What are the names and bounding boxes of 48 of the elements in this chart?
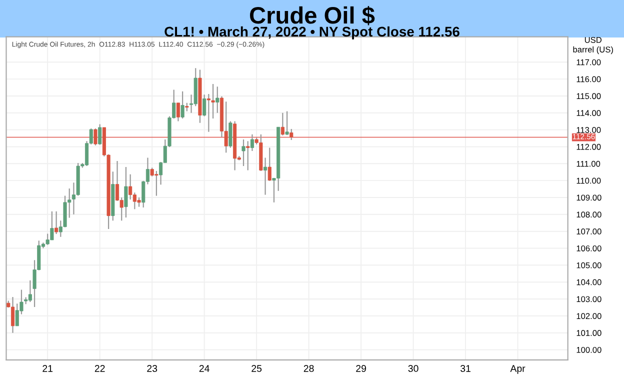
x-tick-label: 23: [147, 365, 158, 372]
candlestick: [128, 174, 132, 200]
chart-title: Crude Oil $: [250, 6, 375, 26]
y-tick-label: 111.00: [576, 160, 600, 167]
x-tick-label: 22: [94, 365, 105, 372]
y-tick-label: 104.00: [576, 279, 602, 286]
candlestick: [250, 134, 254, 152]
candlestick: [137, 196, 141, 208]
x-tick-label: 21: [42, 365, 53, 372]
x-tick-label: 24: [199, 365, 210, 372]
candlestick: [202, 94, 206, 117]
y-tick-label: 112.00: [576, 144, 601, 150]
candlestick: [246, 140, 250, 171]
candlestick: [242, 138, 246, 167]
candlestick: [216, 86, 220, 114]
x-tick-label: 30: [408, 365, 418, 372]
x-tick-label: 31: [460, 365, 470, 372]
x-tick-label: Apr: [510, 365, 526, 374]
x-tick-label: 29: [356, 365, 366, 372]
x-tick-label: 28: [304, 365, 314, 372]
y-tick-label: 113.00: [576, 127, 601, 133]
y-tick-label: 107.00: [576, 228, 602, 234]
candlestick: [211, 83, 215, 120]
chart-subtitle: CL1! • March 27, 2022 • NY Spot Close 112.56: [164, 26, 460, 40]
candlestick: [28, 280, 32, 303]
y-tick-label: 108.00: [576, 212, 602, 218]
candlestick: [285, 110, 289, 136]
y-axis-title: USD barrel (US): [573, 36, 613, 54]
y-tick-label: 103.00: [576, 296, 602, 302]
y-tick-label: 110.00: [576, 178, 601, 184]
y-tick-label: 116.00: [576, 76, 601, 82]
y-tick-label: 106.00: [576, 245, 602, 252]
y-tick-label: 109.00: [576, 194, 602, 201]
y-tick-label: 117.00: [576, 59, 601, 66]
y-tick-label: 114.00: [576, 110, 601, 116]
candlestick: [180, 90, 184, 120]
candlestick: [176, 102, 180, 122]
candlestick: [263, 157, 268, 196]
candlestick: [98, 124, 102, 146]
candlestick: [10, 296, 15, 334]
y-tick-label: 100.00: [576, 346, 602, 353]
y-tick-label: 105.00: [576, 262, 602, 268]
y-tick-label: 115.00: [576, 93, 601, 100]
y-tick-label: 101.00: [576, 330, 602, 336]
candlestick: [124, 166, 128, 218]
x-tick-label: 25: [252, 365, 262, 372]
candlestick: [54, 210, 58, 235]
y-tick-label: 102.00: [576, 313, 602, 320]
